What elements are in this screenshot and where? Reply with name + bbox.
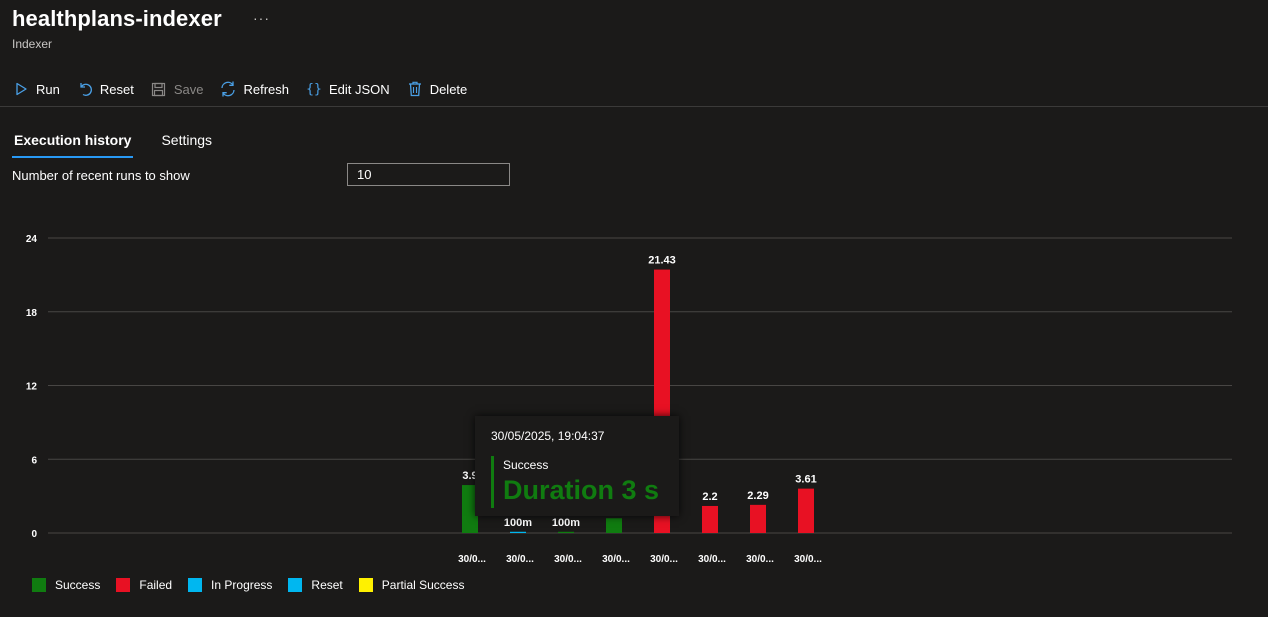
chart-tooltip: 30/05/2025, 19:04:37 Success Duration 3 … (475, 416, 679, 516)
tab-settings[interactable]: Settings (161, 132, 213, 148)
toolbar-divider (0, 106, 1268, 107)
bar-value-label: 3.61 (795, 474, 816, 486)
delete-label: Delete (429, 81, 468, 97)
run-button[interactable]: Run (12, 80, 60, 98)
x-tick-label: 30/0... (698, 554, 726, 565)
bar-value-label: 100m (552, 517, 580, 529)
legend-item-partial-success[interactable]: Partial Success (358, 578, 465, 592)
reset-label: Reset (99, 81, 134, 97)
y-tick-label: 18 (26, 308, 38, 319)
edit-json-button[interactable]: {} Edit JSON (305, 80, 390, 98)
legend-swatch-reset (288, 578, 303, 592)
x-tick-label: 30/0... (458, 554, 486, 565)
x-tick-label: 30/0... (794, 554, 822, 565)
runs-count-label: Number of recent runs to show (12, 168, 190, 183)
legend-label-in-progress: In Progress (211, 578, 273, 592)
run-label: Run (36, 81, 60, 97)
bar (510, 531, 526, 533)
legend-label-success: Success (55, 578, 101, 592)
tooltip-status: Success (503, 458, 549, 472)
tab-execution-history[interactable]: Execution history (12, 130, 134, 158)
trash-icon (406, 80, 424, 98)
chart-legend: Success Failed In Progress Reset Partial… (32, 578, 480, 592)
reset-button[interactable]: Reset (76, 80, 134, 98)
delete-button[interactable]: Delete (406, 80, 468, 98)
braces-icon: {} (306, 81, 322, 97)
edit-json-label: Edit JSON (329, 81, 390, 97)
legend-swatch-partial-success (358, 578, 373, 592)
command-bar: Run Reset Save Refresh {} Edit JSON Dele… (12, 78, 483, 100)
bar-value-label: 2.2 (702, 491, 717, 503)
legend-label-reset: Reset (311, 578, 343, 592)
bar (750, 504, 766, 533)
legend-item-success[interactable]: Success (32, 578, 100, 592)
runs-count-input[interactable] (347, 163, 510, 186)
bar-value-label: 2.29 (747, 490, 768, 502)
legend-item-reset[interactable]: Reset (288, 578, 343, 592)
legend-swatch-failed (116, 578, 131, 592)
y-tick-label: 12 (26, 382, 38, 393)
legend-item-in-progress[interactable]: In Progress (188, 578, 272, 592)
bar (462, 485, 478, 533)
y-tick-label: 6 (31, 455, 37, 466)
legend-label-failed: Failed (139, 578, 173, 592)
tooltip-value: Duration 3 s (503, 475, 660, 505)
refresh-icon (219, 80, 237, 98)
legend-item-failed[interactable]: Failed (116, 578, 172, 592)
x-tick-label: 30/0... (650, 554, 678, 565)
legend-swatch-success (32, 578, 46, 592)
save-label: Save (173, 81, 204, 97)
x-tick-label: 30/0... (554, 554, 582, 565)
bar-value-label: 3.9 (462, 470, 477, 482)
page-title: healthplans-indexer (12, 6, 222, 31)
play-icon (12, 80, 30, 98)
x-tick-label: 30/0... (602, 554, 630, 565)
page-subtitle: Indexer (12, 37, 53, 51)
more-options-button[interactable]: ··· (253, 10, 270, 26)
tooltip-date: 30/05/2025, 19:04:37 (491, 429, 605, 443)
bar (702, 505, 718, 533)
y-tick-label: 24 (26, 234, 38, 245)
refresh-button[interactable]: Refresh (219, 80, 289, 98)
bar (606, 518, 622, 533)
legend-label-partial-success: Partial Success (381, 578, 465, 592)
save-icon (150, 80, 168, 98)
x-tick-label: 30/0... (746, 554, 774, 565)
tab-list: Execution history Settings (12, 130, 240, 158)
bar-value-label: 100m (504, 517, 532, 529)
y-tick-label: 0 (31, 529, 37, 540)
bar-value-label: 21.43 (648, 255, 676, 267)
tooltip-status-marker (491, 456, 494, 508)
save-button[interactable]: Save (150, 80, 204, 98)
refresh-label: Refresh (243, 81, 289, 97)
execution-history-chart: 0 6 12 18 24 3.9 30/0... 100m 30/0... 100m 30/0...… (26, 234, 1232, 565)
bar (558, 531, 574, 533)
legend-swatch-in-progress (188, 578, 203, 592)
undo-icon (76, 80, 94, 98)
bar (798, 488, 814, 533)
x-tick-label: 30/0... (506, 554, 534, 565)
